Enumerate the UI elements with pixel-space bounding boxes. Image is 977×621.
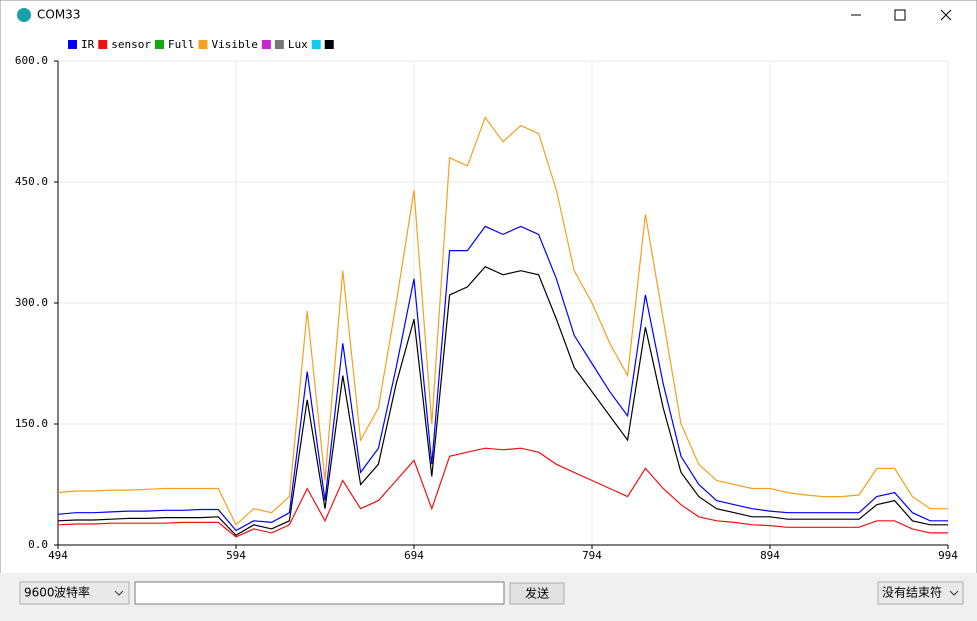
legend-swatch <box>261 40 271 49</box>
legend-swatch <box>198 40 208 49</box>
legend-label: sensor <box>111 38 151 51</box>
series-line <box>57 116 948 526</box>
legend-label: Lux <box>288 38 308 51</box>
x-tick-label: 594 <box>226 549 246 562</box>
series-line <box>57 265 948 537</box>
legend-swatch <box>274 40 284 49</box>
legend-swatch <box>98 40 108 49</box>
x-tick-label: 894 <box>760 549 780 562</box>
line-ending-select[interactable] <box>877 581 964 605</box>
series-line <box>57 447 948 538</box>
dropdown-arrow <box>949 590 959 596</box>
send-input[interactable] <box>134 581 505 605</box>
legend-label: Visible <box>212 38 258 51</box>
baud-select[interactable] <box>19 581 130 605</box>
legend-label: IR <box>81 38 95 51</box>
baud-label: 波特率 <box>54 585 90 600</box>
send-label: 发送 <box>525 586 549 601</box>
legend-swatch <box>155 40 164 49</box>
y-tick-label: 150.0 <box>15 417 48 430</box>
baud-value: 9600 <box>24 586 55 600</box>
y-tick-label: 450.0 <box>15 175 48 188</box>
x-tick-label: 794 <box>582 549 602 562</box>
app-icon <box>17 8 31 22</box>
close-button[interactable] <box>940 9 952 21</box>
y-tick-label: 300.0 <box>15 296 48 309</box>
y-tick-label: 600.0 <box>15 54 48 67</box>
legend-swatch <box>324 40 334 49</box>
y-tick-label: 0.0 <box>28 538 48 551</box>
dropdown-arrow <box>114 590 124 596</box>
series-line <box>57 225 948 532</box>
send-button[interactable] <box>509 582 565 605</box>
line-ending-label: 没有结束符 <box>882 585 942 600</box>
x-tick-label: 994 <box>938 549 958 562</box>
window-title: COM33 <box>37 8 80 22</box>
x-tick-label: 694 <box>404 549 424 562</box>
legend-swatch <box>311 40 321 49</box>
legend-swatch <box>68 40 77 49</box>
x-tick-label: 494 <box>48 549 68 562</box>
legend-label: Full <box>168 38 195 51</box>
maximize-button[interactable] <box>894 9 906 21</box>
